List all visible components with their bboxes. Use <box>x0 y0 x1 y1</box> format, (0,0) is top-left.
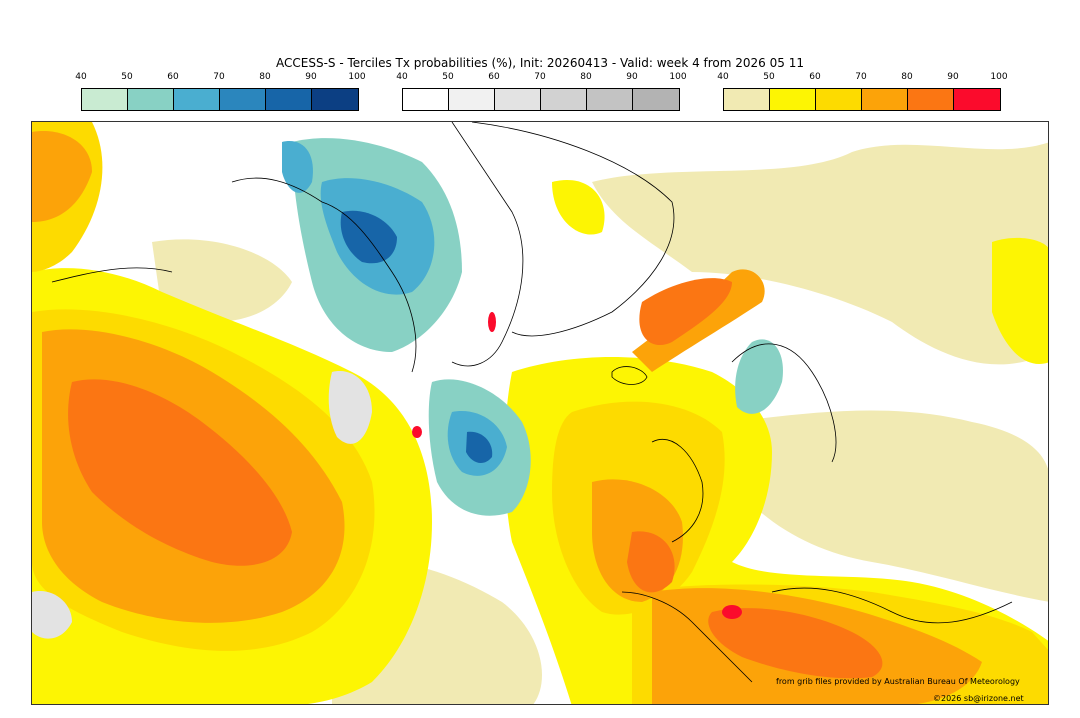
tick-label: 100 <box>348 72 366 82</box>
colorbar-ticks: 40 50 60 70 80 90 100 <box>396 72 686 84</box>
color-swatch <box>312 89 358 110</box>
tick-label: 40 <box>717 72 729 82</box>
color-swatch <box>495 89 541 110</box>
color-swatch <box>541 89 587 110</box>
tick-label: 60 <box>488 72 500 82</box>
copyright-credit: ©2026 sb@irizone.net <box>933 694 1024 703</box>
color-swatch <box>770 89 816 110</box>
tick-label: 50 <box>121 72 133 82</box>
color-swatch <box>954 89 1000 110</box>
colorbar-swatches <box>402 88 680 111</box>
blue-dark-regions <box>340 210 493 464</box>
colorbar-swatches <box>723 88 1001 111</box>
colorbar-near-normal: 40 50 60 70 80 90 100 <box>396 72 687 112</box>
colorbar-above-normal: 40 50 60 70 80 90 100 <box>717 72 1008 112</box>
colorbar-ticks: 40 50 60 70 80 90 100 <box>75 72 365 84</box>
tick-label: 70 <box>855 72 867 82</box>
tick-label: 90 <box>947 72 959 82</box>
tick-label: 100 <box>990 72 1008 82</box>
color-swatch <box>908 89 954 110</box>
tick-label: 40 <box>396 72 408 82</box>
color-swatch <box>587 89 633 110</box>
tick-label: 80 <box>259 72 271 82</box>
color-swatch <box>82 89 128 110</box>
color-swatch <box>403 89 449 110</box>
color-swatch <box>128 89 174 110</box>
map-title: ACCESS-S - Terciles Tx probabilities (%)… <box>276 56 804 70</box>
color-swatch <box>816 89 862 110</box>
color-swatch <box>862 89 908 110</box>
colorbar-below-normal: 40 50 60 70 80 90 100 <box>75 72 366 112</box>
color-swatch <box>449 89 495 110</box>
color-swatch <box>266 89 312 110</box>
tick-label: 70 <box>213 72 225 82</box>
tick-label: 50 <box>442 72 454 82</box>
tick-label: 90 <box>626 72 638 82</box>
coastlines <box>51 122 1013 683</box>
probability-map[interactable] <box>31 121 1049 705</box>
tick-label: 80 <box>580 72 592 82</box>
tick-label: 70 <box>534 72 546 82</box>
grey-regions <box>32 371 372 639</box>
tick-label: 80 <box>901 72 913 82</box>
color-swatch <box>724 89 770 110</box>
tick-label: 40 <box>75 72 87 82</box>
tick-label: 50 <box>763 72 775 82</box>
color-swatch <box>174 89 220 110</box>
tick-label: 90 <box>305 72 317 82</box>
tick-label: 60 <box>167 72 179 82</box>
colorbar-swatches <box>81 88 359 111</box>
source-credit: from grib files provided by Australian B… <box>776 677 1020 686</box>
tick-label: 60 <box>809 72 821 82</box>
colorbar-ticks: 40 50 60 70 80 90 100 <box>717 72 1007 84</box>
map-canvas <box>32 122 1048 704</box>
dark-orange-regions <box>68 278 883 679</box>
color-swatch <box>633 89 679 110</box>
red-regions <box>412 312 742 619</box>
tick-label: 100 <box>669 72 687 82</box>
color-swatch <box>220 89 266 110</box>
